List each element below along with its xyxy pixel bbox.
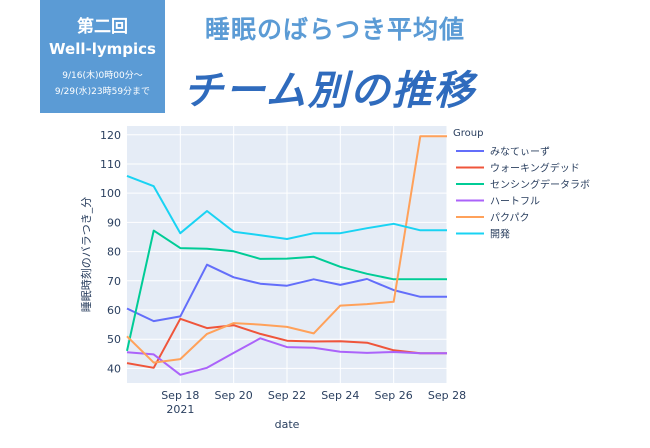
- badge-end-date: 9/29(水)23時59分まで: [54, 87, 151, 97]
- y-tick-label: 100: [100, 187, 121, 200]
- series-line-5: [126, 174, 447, 240]
- legend-item-label: ウォーキングデッド: [490, 162, 580, 175]
- x-axis-title: date: [275, 418, 300, 431]
- x-tick-label: Sep 28: [428, 389, 466, 402]
- y-tick-label: 50: [107, 333, 121, 346]
- y-tick-label: 90: [107, 216, 121, 229]
- x-tick-label: Sep 18: [161, 389, 199, 402]
- y-axis-title: 睡眠時刻のバラつき_分: [79, 197, 93, 313]
- y-tick-label: 120: [100, 129, 121, 142]
- badge-event-name: Well-lympics: [49, 40, 156, 58]
- legend-item-label: センシングデータラボ: [490, 178, 590, 191]
- y-axis-ticks: 40 50 60 70 80 90 100 110 120: [100, 129, 121, 376]
- x-tick-label: Sep 20: [215, 389, 253, 402]
- series-line-4: [126, 135, 447, 364]
- series-line-0: [126, 263, 447, 323]
- chart-title-line2: チーム別の推移: [183, 68, 476, 114]
- legend-item-label: みなてぃーず: [490, 146, 550, 158]
- y-tick-label: 70: [107, 275, 121, 288]
- series-line-1: [126, 317, 447, 369]
- x-tick-label: Sep 22: [268, 389, 306, 402]
- series-line-3: [126, 337, 447, 376]
- y-tick-label: 60: [107, 304, 121, 317]
- badge-edition: 第二回: [77, 17, 128, 37]
- series-line-2: [126, 229, 447, 352]
- legend-item-label: パクパク: [490, 212, 530, 224]
- chart-title-line1: 睡眠のばらつき平均値: [205, 15, 466, 44]
- legend-item-label: ハートフル: [490, 197, 540, 208]
- x-tick-year-label: 2021: [166, 403, 194, 416]
- event-badge: 第二回 Well-lympics 9/16(木)0時00分～ 9/29(水)23…: [40, 0, 165, 113]
- y-tick-label: 110: [100, 158, 121, 171]
- x-tick-label: Sep 26: [375, 389, 413, 402]
- legend: Group みなてぃーずウォーキングデッドセンシングデータラボハートフルパクパク…: [453, 128, 590, 241]
- grid: [127, 126, 448, 383]
- badge-start-date: 9/16(木)0時00分～: [62, 71, 143, 81]
- y-tick-label: 80: [107, 246, 121, 259]
- y-tick-label: 40: [107, 362, 121, 375]
- legend-item-label: 開発: [490, 228, 510, 241]
- x-tick-label: Sep 24: [321, 389, 359, 402]
- legend-title: Group: [453, 128, 483, 139]
- series-lines: [126, 135, 447, 376]
